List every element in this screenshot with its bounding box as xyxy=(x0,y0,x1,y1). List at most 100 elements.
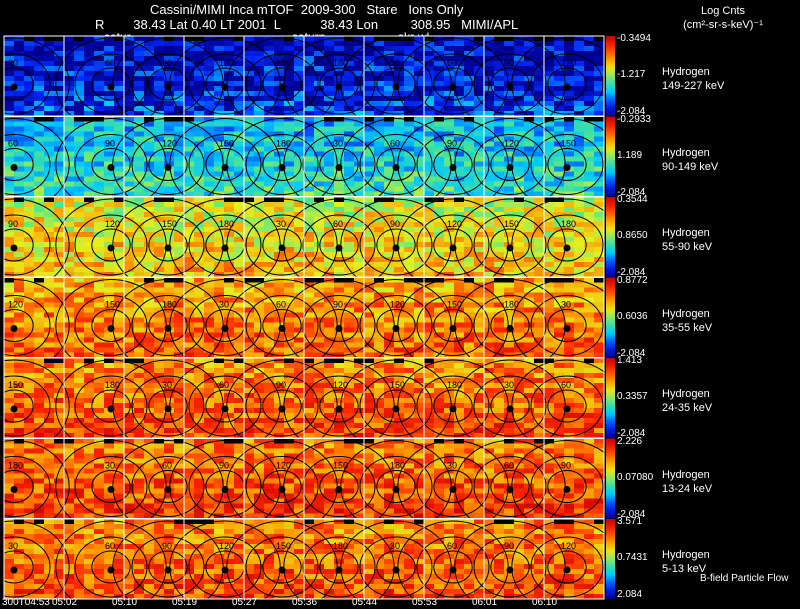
heatmap-pixel xyxy=(394,347,405,353)
heatmap-pixel xyxy=(354,111,365,117)
heatmap-pixel xyxy=(474,161,485,167)
heatmap-pixel xyxy=(574,217,585,223)
heatmap-pixel xyxy=(104,232,115,238)
heatmap-pixel xyxy=(524,262,535,268)
contour-line xyxy=(188,214,262,276)
heatmap-pixel xyxy=(324,121,335,127)
heatmap-pixel xyxy=(374,51,385,57)
heatmap-pixel xyxy=(54,126,65,132)
heatmap-pixel xyxy=(464,408,475,414)
heatmap-pixel xyxy=(4,151,15,157)
heatmap-pixel xyxy=(24,161,35,167)
heatmap-pixel xyxy=(24,282,35,288)
heatmap-pixel xyxy=(474,191,485,197)
heatmap-pixel xyxy=(444,232,455,238)
heatmap-pixel xyxy=(504,136,515,142)
heatmap-pixel xyxy=(504,358,515,364)
heatmap-pixel xyxy=(364,257,375,263)
heatmap-pixel xyxy=(384,378,395,384)
empty-pixel xyxy=(544,358,555,364)
heatmap-pixel xyxy=(574,257,585,263)
heatmap-pixel xyxy=(554,161,565,167)
heatmap-pixel xyxy=(314,86,325,92)
heatmap-pixel xyxy=(184,363,195,369)
heatmap-pixel xyxy=(514,202,525,208)
heatmap-pixel xyxy=(534,352,545,358)
contour-level-label: 90 xyxy=(390,219,400,229)
heatmap-pixel xyxy=(184,277,195,283)
heatmap-pixel xyxy=(214,176,225,182)
heatmap-pixel xyxy=(524,272,535,278)
heatmap-pixel xyxy=(414,197,425,203)
heatmap-pixel xyxy=(454,51,465,57)
heatmap-pixel xyxy=(154,222,165,228)
heatmap-pixel xyxy=(474,393,485,399)
heatmap-pixel xyxy=(414,342,425,348)
heatmap-pixel xyxy=(304,327,315,333)
heatmap-pixel xyxy=(204,156,215,162)
heatmap-pixel xyxy=(384,131,395,137)
heatmap-pixel xyxy=(324,151,335,157)
heatmap-pixel xyxy=(44,227,55,233)
heatmap-pixel xyxy=(144,368,155,374)
heatmap-pixel xyxy=(424,46,435,52)
heatmap-pixel xyxy=(264,388,275,394)
heatmap-pixel xyxy=(134,197,145,203)
heatmap-pixel xyxy=(234,146,245,152)
heatmap-pixel xyxy=(104,297,115,303)
heatmap-pixel xyxy=(494,403,505,409)
heatmap-pixel xyxy=(574,342,585,348)
heatmap-pixel xyxy=(184,217,195,223)
heatmap-pixel xyxy=(334,217,345,223)
heatmap-pixel xyxy=(304,217,315,223)
heatmap-pixel xyxy=(174,232,185,238)
heatmap-pixel xyxy=(434,428,445,434)
heatmap-pixel xyxy=(434,312,445,318)
heatmap-pixel xyxy=(434,383,445,389)
heatmap-pixel xyxy=(464,56,475,62)
heatmap-pixel xyxy=(444,121,455,127)
heatmap-pixel xyxy=(224,242,235,248)
heatmap-pixel xyxy=(114,327,125,333)
heatmap-pixel xyxy=(394,327,405,333)
heatmap-pixel xyxy=(244,46,255,52)
heatmap-pixel xyxy=(414,282,425,288)
heatmap-pixel xyxy=(484,191,495,197)
heatmap-pixel xyxy=(284,398,295,404)
heatmap-pixel xyxy=(424,227,435,233)
heatmap-pixel xyxy=(494,237,505,243)
heatmap-pixel xyxy=(124,373,135,379)
heatmap-pixel xyxy=(74,327,85,333)
heatmap-pixel xyxy=(354,363,365,369)
contour-line xyxy=(376,228,416,262)
heatmap-pixel xyxy=(514,352,525,358)
heatmap-pixel xyxy=(64,418,75,424)
heatmap-pixel xyxy=(54,191,65,197)
heatmap-pixel xyxy=(314,373,325,379)
empty-pixel xyxy=(564,277,575,283)
heatmap-pixel xyxy=(84,121,95,127)
heatmap-pixel xyxy=(294,307,305,313)
heatmap-pixel xyxy=(444,413,455,419)
heatmap-pixel xyxy=(244,272,255,278)
heatmap-pixel xyxy=(234,307,245,313)
heatmap-pixel xyxy=(574,121,585,127)
heatmap-pixel xyxy=(24,307,35,313)
heatmap-pixel xyxy=(334,307,345,313)
heatmap-pixel xyxy=(44,191,55,197)
heatmap-pixel xyxy=(274,358,285,364)
heatmap-pixel xyxy=(464,297,475,303)
heatmap-pixel xyxy=(454,41,465,47)
heatmap-pixel xyxy=(434,347,445,353)
heatmap-pixel xyxy=(414,267,425,273)
heatmap-pixel xyxy=(484,116,495,122)
heatmap-pixel xyxy=(124,292,135,298)
heatmap-pixel xyxy=(94,106,105,112)
heatmap-pixel xyxy=(534,403,545,409)
heatmap-pixel xyxy=(594,146,605,152)
heatmap-pixel xyxy=(34,166,45,172)
heatmap-pixel xyxy=(454,287,465,293)
heatmap-pixel xyxy=(324,96,335,102)
heatmap-pixel xyxy=(324,272,335,278)
heatmap-pixel xyxy=(4,398,15,404)
